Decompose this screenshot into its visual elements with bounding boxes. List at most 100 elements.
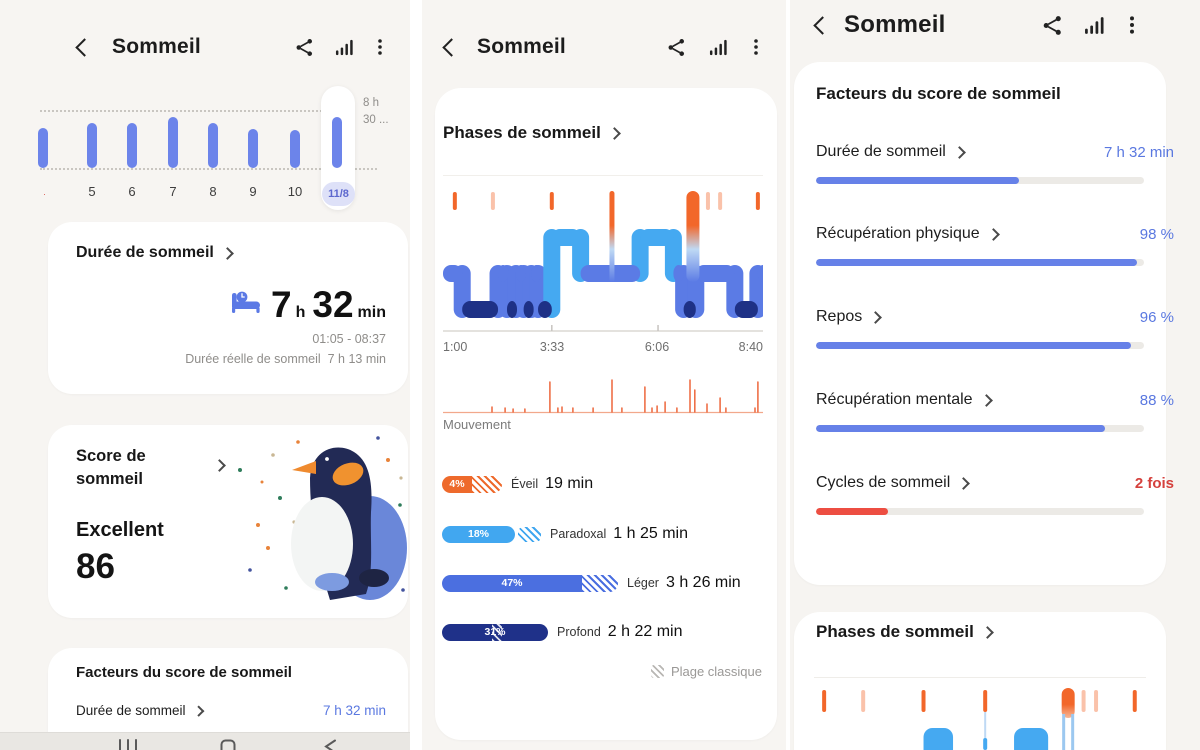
week-bar-7[interactable] (168, 117, 178, 168)
day-label-6[interactable]: 6 (128, 184, 136, 199)
factor-progress-fill (816, 177, 1020, 184)
factor-label: Récupération mentale (816, 391, 973, 408)
chevron-right-icon (607, 126, 621, 140)
factors-card-title: Facteurs du score de sommeil (816, 84, 1061, 103)
chevron-right-icon (213, 459, 226, 472)
day-label-9[interactable]: 9 (249, 184, 257, 199)
selected-day-pill[interactable]: 11/8 (322, 182, 355, 206)
share-icon[interactable] (664, 35, 688, 59)
trends-bar-chart-icon[interactable] (1082, 13, 1106, 37)
kebab-menu-icon[interactable] (1120, 13, 1144, 37)
confetti (238, 436, 405, 592)
factor-row-2[interactable]: Repos 96 % (816, 305, 1174, 329)
stage-duration: 2 h 22 min (607, 623, 683, 640)
chevron-right-icon (220, 246, 234, 260)
factor-label: Récupération physique (816, 225, 980, 242)
day-label-partial[interactable]: 4 (44, 184, 52, 202)
duration-card-title: Durée de sommeil (76, 244, 234, 262)
stage-name: Profond (557, 625, 601, 639)
chevron-right-icon (980, 625, 994, 639)
factor-row-duration[interactable]: Durée de sommeil 7 h 32 min (76, 703, 386, 718)
share-icon[interactable] (1040, 13, 1064, 37)
week-bar-10[interactable] (290, 130, 300, 168)
week-bar-8[interactable] (208, 123, 218, 168)
stage-name: Éveil (511, 477, 539, 491)
back-nav-icon[interactable] (324, 739, 337, 750)
penguin-illustration (238, 436, 407, 600)
day-label-7[interactable]: 7 (169, 184, 177, 199)
hypnogram-chart (443, 191, 763, 332)
factor-progress-fill (816, 508, 889, 515)
page-title: Sommeil (112, 35, 201, 58)
screen-sleep-phases-detail: Sommeil Phases de sommeil 1:00 3:33 6:06… (422, 0, 786, 750)
selected-bar-value-label: 8 h 30 ... (363, 97, 389, 126)
stage-duration: 3 h 26 min (665, 574, 741, 591)
score-rating: Excellent (76, 519, 164, 541)
day-label-10[interactable]: 10 (287, 184, 303, 199)
system-navigation-bar (0, 732, 410, 750)
trends-bar-chart-icon[interactable] (332, 35, 356, 59)
phases-card-title[interactable]: Phases de sommeil (443, 123, 621, 143)
home-nav-icon[interactable] (220, 739, 236, 750)
factor-value: 7 h 32 min (1103, 143, 1174, 161)
stage-pct-solid: 47% (442, 574, 582, 592)
factor-row-1[interactable]: Récupération physique 98 % (816, 222, 1174, 246)
duration-value: 7 h 32 min (231, 284, 386, 326)
week-bar-11/8[interactable] (332, 117, 342, 168)
sleep-score-card[interactable]: Score de sommeil Excellent 86 (48, 425, 408, 618)
stage-pct-bar: 47% (442, 574, 618, 592)
time-axis-label-end: 8:40 (738, 340, 763, 354)
chart-gridline-top (40, 110, 322, 112)
factor-label: Cycles de sommeil (816, 474, 951, 491)
factor-row-0[interactable]: Durée de sommeil 7 h 32 min (816, 140, 1174, 164)
factor-value: 88 % (1139, 391, 1174, 409)
actual-sleep-duration: Durée réelle de sommeil 7 h 13 min (185, 352, 386, 366)
share-icon[interactable] (292, 35, 316, 59)
screen-sleep-score-factors: Sommeil Facteurs du score de sommeil Pha… (790, 0, 1200, 750)
typical-range-hatch (472, 475, 502, 493)
kebab-menu-icon[interactable] (368, 35, 392, 59)
chevron-right-icon (986, 227, 1000, 241)
factor-value: 96 % (1139, 308, 1174, 326)
day-label-8[interactable]: 8 (209, 184, 217, 199)
factor-progress-track (816, 342, 1144, 349)
back-icon[interactable] (813, 16, 832, 35)
factor-progress-fill (816, 342, 1131, 349)
factor-row-4[interactable]: Cycles de sommeil 2 fois (816, 471, 1174, 495)
day-label-5[interactable]: 5 (88, 184, 96, 199)
sleep-stage-legend-row-2: 47% Léger 3 h 26 min (442, 566, 741, 600)
typical-range-legend: Plage classique (650, 664, 762, 679)
week-bar-4[interactable] (38, 128, 48, 168)
factor-row-3[interactable]: Récupération mentale 88 % (816, 388, 1174, 412)
recents-nav-icon[interactable] (118, 739, 140, 750)
stage-name: Léger (627, 576, 659, 590)
factor-progress-track (816, 259, 1144, 266)
score-value: 86 (76, 547, 115, 586)
trends-bar-chart-icon[interactable] (706, 35, 730, 59)
factor-progress-fill (816, 259, 1138, 266)
week-bar-6[interactable] (127, 123, 137, 168)
factor-label: Durée de sommeil (816, 143, 946, 160)
chart-gridline-bottom (40, 168, 377, 170)
sleep-phases-preview-card (794, 612, 1166, 750)
sleep-duration-card[interactable]: Durée de sommeil 7 h 32 min 01:05 - 08:3… (48, 222, 408, 394)
time-axis-label: 6:06 (644, 340, 670, 354)
chevron-right-icon (957, 476, 971, 490)
stage-duration: 19 min (545, 475, 594, 492)
sleep-time-range: 01:05 - 08:37 (312, 332, 386, 346)
phases-preview-title[interactable]: Phases de sommeil (816, 622, 994, 642)
stage-name: Paradoxal (550, 527, 607, 541)
movement-chart (443, 379, 763, 414)
week-bar-9[interactable] (248, 129, 258, 168)
stage-pct-bar: 18% (442, 525, 515, 543)
chevron-right-icon (869, 310, 883, 324)
factor-progress-fill (816, 425, 1105, 432)
back-icon[interactable] (442, 38, 461, 57)
sleep-stage-legend-row-1: 18% Paradoxal 1 h 25 min (442, 517, 688, 551)
kebab-menu-icon[interactable] (744, 35, 768, 59)
stage-pct-solid: 18% (442, 525, 515, 543)
week-bar-5[interactable] (87, 123, 97, 168)
typical-range-hatch (518, 526, 541, 542)
back-icon[interactable] (75, 38, 94, 57)
card-divider (814, 677, 1146, 678)
